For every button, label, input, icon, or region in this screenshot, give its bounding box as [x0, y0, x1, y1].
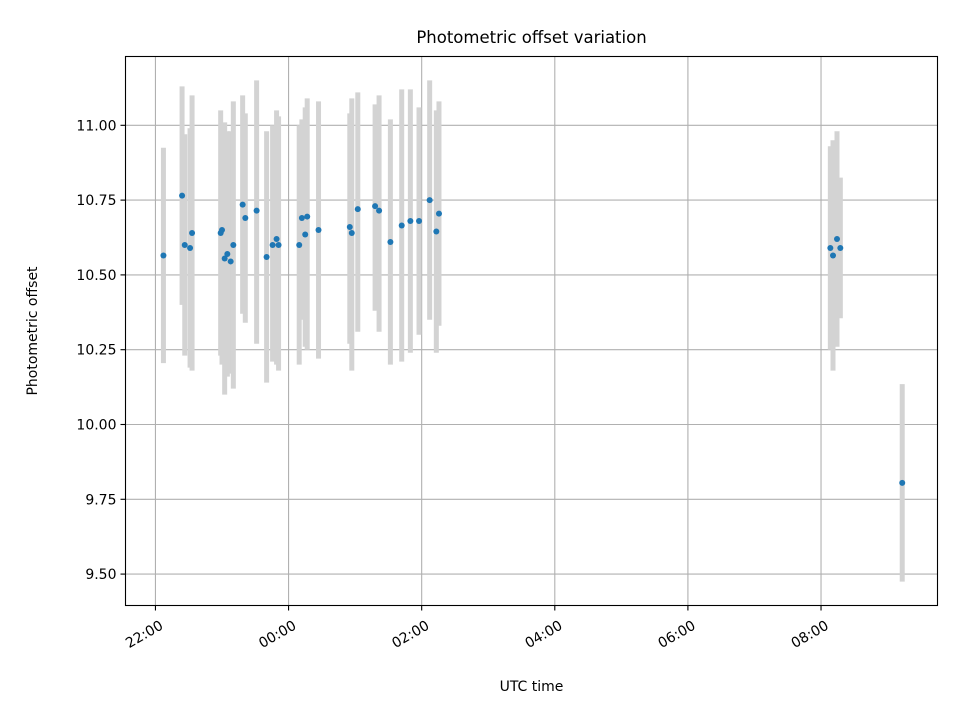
data-point [263, 253, 270, 260]
y-tick-label: 9.75 [85, 492, 116, 508]
data-point [304, 213, 311, 220]
data-point [387, 238, 394, 245]
data-point [269, 241, 276, 248]
y-axis-label: Photometric offset [25, 266, 41, 396]
data-point [433, 228, 440, 235]
data-point [354, 206, 361, 213]
data-point [298, 215, 305, 222]
data-point [179, 192, 186, 199]
y-tick-label: 10.75 [76, 193, 116, 209]
data-point [315, 227, 322, 234]
data-point [227, 258, 234, 265]
data-point [219, 227, 226, 234]
chart-title: Photometric offset variation [416, 28, 646, 47]
data-point [346, 224, 353, 231]
x-axis-label: UTC time [500, 679, 564, 695]
data-point [230, 241, 237, 248]
y-tick-label: 11.00 [76, 118, 116, 134]
data-points-layer [160, 192, 906, 486]
data-point [253, 207, 260, 214]
data-point [435, 210, 442, 217]
data-point [398, 222, 405, 229]
data-point [224, 250, 231, 257]
data-point [189, 230, 196, 237]
data-point [833, 236, 840, 243]
y-tick-label: 9.50 [85, 567, 116, 583]
data-point [899, 479, 906, 486]
plot-frame [124, 55, 939, 607]
data-point [160, 252, 167, 259]
data-point [242, 215, 249, 222]
data-point [416, 218, 423, 225]
data-point [302, 231, 309, 238]
y-tick-label: 10.50 [76, 268, 116, 284]
data-point [239, 201, 246, 208]
data-point [426, 197, 433, 204]
data-point [407, 218, 414, 225]
data-point [187, 244, 194, 251]
data-point [221, 255, 228, 262]
grid-layer [125, 56, 938, 606]
y-tick-label: 10.00 [76, 417, 116, 433]
data-point [348, 230, 355, 237]
data-point [837, 244, 844, 251]
data-point [827, 244, 834, 251]
data-point [275, 241, 282, 248]
data-point [830, 252, 837, 259]
data-point [372, 203, 379, 210]
data-point [181, 241, 188, 248]
data-point [273, 236, 280, 243]
data-point [376, 207, 383, 214]
data-point [296, 241, 303, 248]
y-tick-label: 10.25 [76, 343, 116, 359]
